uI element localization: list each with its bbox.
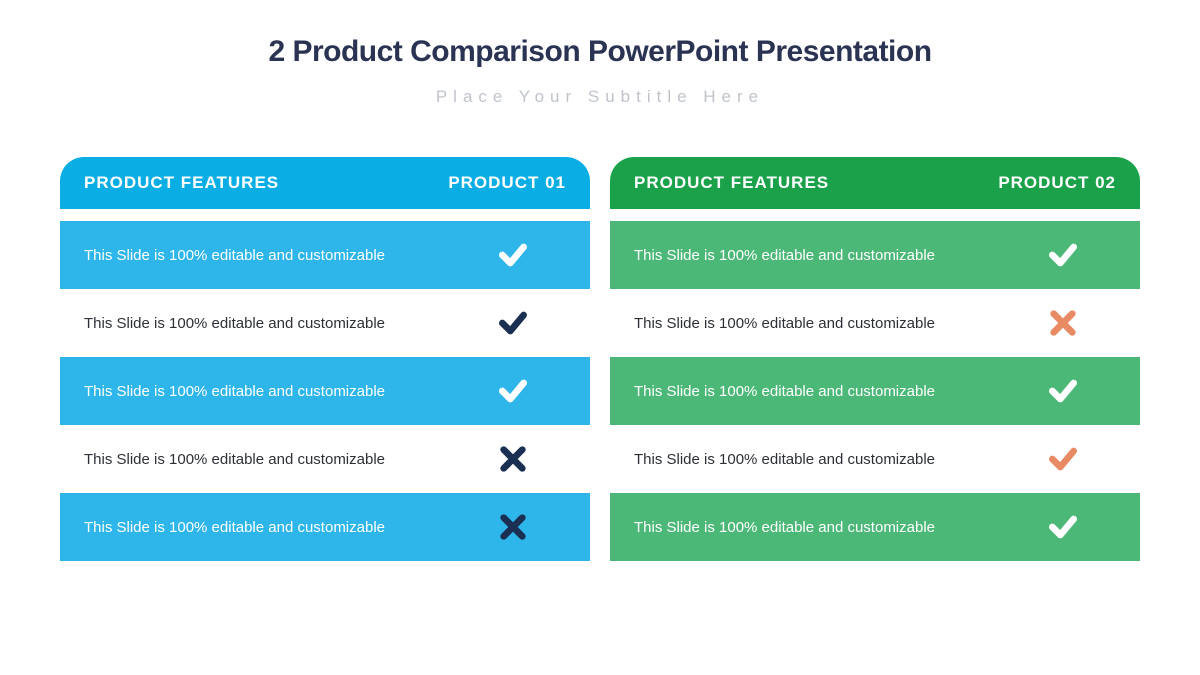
feature-row: This Slide is 100% editable and customiz… [60, 493, 590, 561]
feature-row: This Slide is 100% editable and customiz… [610, 493, 1140, 561]
feature-icon-wrap [1010, 443, 1116, 475]
feature-text: This Slide is 100% editable and customiz… [634, 449, 952, 470]
product-header-2: PRODUCT FEATURES PRODUCT 02 [610, 157, 1140, 209]
slide-title: 2 Product Comparison PowerPoint Presenta… [60, 35, 1140, 69]
feature-row: This Slide is 100% editable and customiz… [610, 357, 1140, 425]
feature-icon-wrap [460, 511, 566, 543]
feature-icon-wrap [460, 443, 566, 475]
feature-icon-wrap [460, 375, 566, 407]
product-header-1: PRODUCT FEATURES PRODUCT 01 [60, 157, 590, 209]
feature-text: This Slide is 100% editable and customiz… [84, 245, 402, 266]
feature-rows-2: This Slide is 100% editable and customiz… [610, 221, 1140, 561]
slide-subtitle: Place Your Subtitle Here [60, 87, 1140, 107]
check-icon [1047, 375, 1079, 407]
feature-text: This Slide is 100% editable and customiz… [84, 313, 402, 334]
feature-row: This Slide is 100% editable and customiz… [60, 221, 590, 289]
cross-icon [497, 443, 529, 475]
comparison-container: PRODUCT FEATURES PRODUCT 01 This Slide i… [60, 157, 1140, 561]
feature-text: This Slide is 100% editable and customiz… [634, 517, 952, 538]
check-icon [1047, 443, 1079, 475]
check-icon [497, 307, 529, 339]
cross-icon [1047, 307, 1079, 339]
feature-text: This Slide is 100% editable and customiz… [634, 381, 952, 402]
feature-row: This Slide is 100% editable and customiz… [610, 221, 1140, 289]
product-label: PRODUCT 02 [998, 173, 1116, 193]
check-icon [497, 375, 529, 407]
product-label: PRODUCT 01 [448, 173, 566, 193]
feature-icon-wrap [1010, 511, 1116, 543]
check-icon [1047, 511, 1079, 543]
feature-row: This Slide is 100% editable and customiz… [60, 357, 590, 425]
features-label: PRODUCT FEATURES [84, 173, 279, 193]
product-column-1: PRODUCT FEATURES PRODUCT 01 This Slide i… [60, 157, 590, 561]
feature-icon-wrap [1010, 375, 1116, 407]
feature-icon-wrap [1010, 307, 1116, 339]
cross-icon [497, 511, 529, 543]
feature-rows-1: This Slide is 100% editable and customiz… [60, 221, 590, 561]
check-icon [1047, 239, 1079, 271]
feature-text: This Slide is 100% editable and customiz… [634, 313, 952, 334]
feature-row: This Slide is 100% editable and customiz… [60, 425, 590, 493]
feature-icon-wrap [460, 307, 566, 339]
feature-text: This Slide is 100% editable and customiz… [84, 381, 402, 402]
feature-icon-wrap [1010, 239, 1116, 271]
feature-text: This Slide is 100% editable and customiz… [84, 517, 402, 538]
check-icon [497, 239, 529, 271]
product-column-2: PRODUCT FEATURES PRODUCT 02 This Slide i… [610, 157, 1140, 561]
feature-row: This Slide is 100% editable and customiz… [610, 289, 1140, 357]
feature-text: This Slide is 100% editable and customiz… [84, 449, 402, 470]
feature-row: This Slide is 100% editable and customiz… [610, 425, 1140, 493]
feature-text: This Slide is 100% editable and customiz… [634, 245, 952, 266]
feature-row: This Slide is 100% editable and customiz… [60, 289, 590, 357]
features-label: PRODUCT FEATURES [634, 173, 829, 193]
feature-icon-wrap [460, 239, 566, 271]
